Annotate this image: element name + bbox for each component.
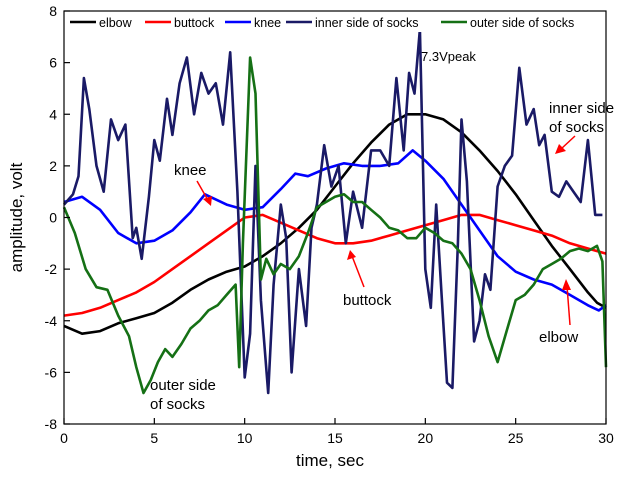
x-tick-label: 5 [150, 430, 158, 446]
arrowhead-inner-side [555, 144, 566, 154]
x-tick-label: 15 [327, 430, 343, 446]
y-tick-label: 6 [49, 55, 57, 71]
series-line-elbow [63, 113, 607, 336]
series-lines [62, 27, 608, 395]
y-tick-label: 8 [49, 3, 57, 19]
legend-label-outer-side-of-socks: outer side of socks [470, 16, 574, 30]
x-tick-label: 30 [598, 430, 614, 446]
series-line-buttock [63, 213, 607, 317]
arrow-elbow [566, 285, 571, 326]
arrowhead-buttock [347, 250, 356, 260]
y-tick-label: 0 [49, 210, 57, 226]
annotation-inner-side-line2: of socks [549, 119, 604, 136]
series-line-outer-side-of-socks [62, 56, 608, 395]
annotation-elbow: elbow [539, 329, 578, 346]
y-tick-label: 2 [49, 158, 57, 174]
x-axis-label: time, sec [296, 451, 365, 470]
annotation-knee: knee [174, 162, 207, 179]
annotation-outer-side-line1: outer side [150, 377, 216, 394]
legend-label-buttock: buttock [174, 16, 215, 30]
annotation-peak: 7.3Vpeak [421, 49, 476, 64]
y-tick-label: -2 [45, 261, 58, 277]
annotation-buttock: buttock [343, 292, 392, 309]
y-axis-label: amplitude, volt [7, 162, 26, 272]
legend-label-knee: knee [254, 16, 281, 30]
arrow-buttock [351, 255, 365, 288]
series-line-inner-side-of-socks [63, 27, 603, 395]
axis-ticks: 0 5 10 15 20 25 30 -8 -6 -4 -2 0 2 4 6 8 [45, 3, 614, 446]
x-tick-label: 10 [237, 430, 253, 446]
arrowhead-elbow [562, 279, 571, 290]
series-line-knee [63, 149, 607, 312]
annotation-outer-side-line2: of socks [150, 396, 205, 413]
x-tick-label: 20 [418, 430, 434, 446]
legend-background [66, 13, 604, 32]
y-tick-label: -4 [45, 313, 58, 329]
x-tick-label: 0 [60, 430, 68, 446]
arrowhead-knee [203, 196, 212, 206]
arrow-inner-side [560, 135, 576, 150]
legend-label-inner-side-of-socks: inner side of socks [315, 16, 419, 30]
annotations: 7.3Vpeak knee buttock elbow inner side o… [150, 49, 614, 413]
x-tick-label: 25 [508, 430, 524, 446]
y-tick-label: 4 [49, 106, 57, 122]
legend-label-elbow: elbow [99, 16, 133, 30]
y-tick-label: -8 [45, 416, 58, 432]
annotation-inner-side-line1: inner side [549, 100, 614, 117]
y-tick-label: -6 [45, 364, 58, 380]
legend: elbow buttock knee inner side of socks o… [66, 13, 604, 32]
